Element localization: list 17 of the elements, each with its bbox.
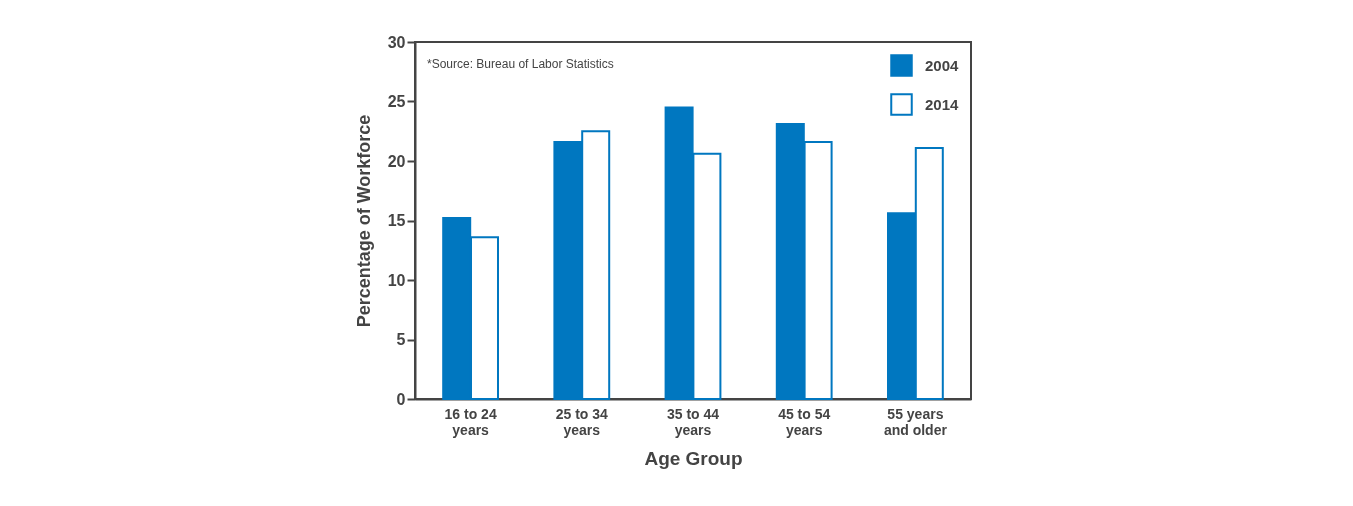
- y-tick-label: 25: [387, 93, 406, 110]
- x-tick-label: 25 to 34 years: [555, 405, 609, 438]
- y-tick-label: 10: [387, 271, 406, 289]
- y-tick-label: 30: [387, 33, 406, 51]
- y-tick-label: 15: [387, 212, 406, 229]
- x-tick-label: 35 to 44 years: [666, 405, 720, 438]
- legend-label: 2004: [925, 56, 960, 74]
- y-tick-label: 0: [396, 390, 406, 408]
- y-tick-label: 5: [396, 331, 406, 348]
- x-axis-title: Age Group: [644, 447, 743, 469]
- x-tick-label: 16 to 24 years: [444, 405, 497, 438]
- y-axis-title: Percentage of Workforce: [353, 114, 374, 328]
- x-tick-label: 55 years and older: [883, 405, 948, 438]
- y-tick-label: 20: [387, 152, 406, 170]
- annotation: *Source: Bureau of Labor Statistics: [427, 57, 614, 71]
- legend-label: 2014: [925, 95, 960, 113]
- x-tick-label: 45 to 54 years: [778, 405, 831, 438]
